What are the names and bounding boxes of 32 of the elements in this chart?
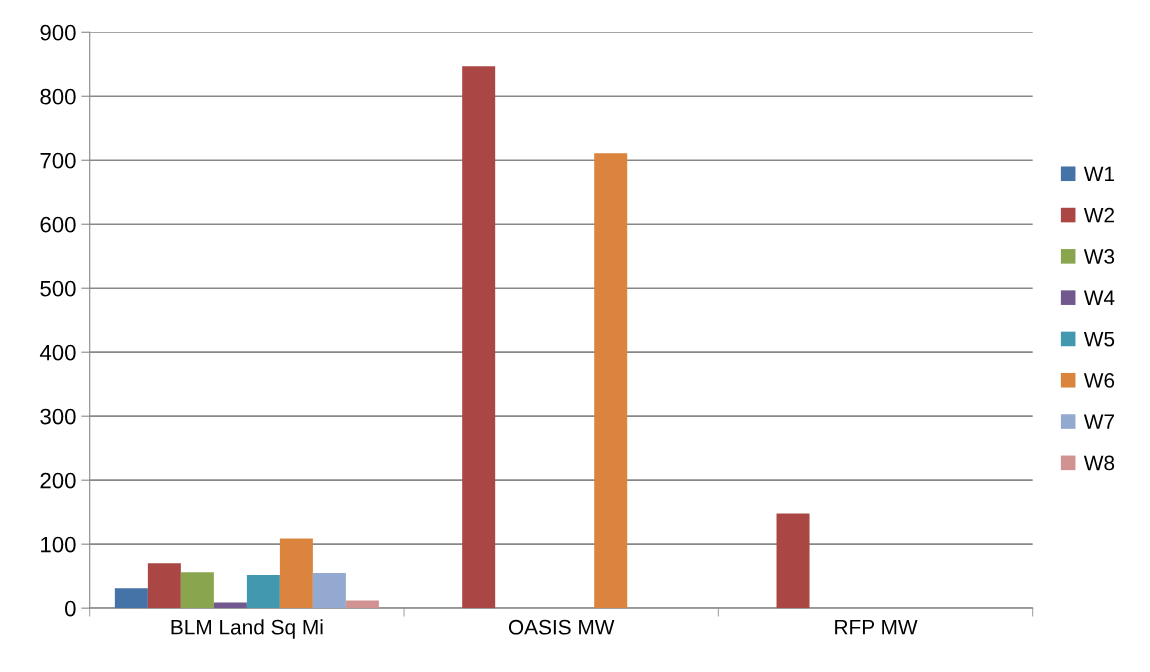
y-tick-label: 100 xyxy=(41,536,76,553)
legend-label: W2 xyxy=(1083,207,1114,223)
legend-label: W5 xyxy=(1083,331,1115,347)
bar xyxy=(180,572,214,609)
y-tick-label: 400 xyxy=(39,344,76,361)
bar xyxy=(114,588,148,609)
legend-label: W4 xyxy=(1083,290,1115,305)
legend-label: W8 xyxy=(1083,455,1115,471)
bar xyxy=(776,513,810,609)
y-tick-label: 300 xyxy=(40,408,76,425)
y-tick-label: 600 xyxy=(40,216,76,233)
bar xyxy=(246,574,280,609)
legend-label: W7 xyxy=(1083,414,1114,429)
bar xyxy=(312,572,346,609)
y-tick-label: 900 xyxy=(40,24,76,41)
legend-label: W3 xyxy=(1083,249,1115,264)
bar xyxy=(345,600,379,609)
bar xyxy=(147,563,181,609)
y-tick-label: 0 xyxy=(65,600,76,617)
y-tick-label: 700 xyxy=(40,152,76,169)
y-tick-label: 500 xyxy=(40,280,76,297)
bar xyxy=(462,66,496,609)
y-tick-label: 800 xyxy=(40,88,76,105)
legend-label: W1 xyxy=(1083,166,1115,182)
y-tick-label: 200 xyxy=(40,472,76,489)
bar xyxy=(594,153,628,609)
bar xyxy=(279,538,313,609)
legend-label: W6 xyxy=(1083,372,1115,388)
bar xyxy=(213,602,247,609)
x-tick-label: RFP MW xyxy=(835,620,918,635)
x-tick-label: OASIS MW xyxy=(508,619,615,635)
x-tick-label: BLM Land Sq Mi xyxy=(171,619,323,639)
